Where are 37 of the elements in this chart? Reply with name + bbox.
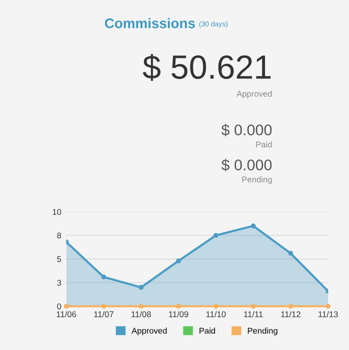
y-tick-label: 5 [57, 256, 62, 262]
text: $ 0.000 [221, 124, 272, 136]
point [176, 304, 181, 309]
point [138, 284, 144, 290]
y-tick-label: 8 [57, 232, 62, 238]
legend-label: Paid [200, 328, 216, 334]
point [101, 304, 106, 309]
x-tick-label: 11/07 [94, 311, 114, 318]
y-tick-label: 0 [57, 303, 62, 310]
point [250, 223, 256, 228]
y-tick-label: 10 [52, 208, 62, 215]
point [288, 304, 294, 309]
x-tick-label: 11/09 [169, 311, 188, 318]
x-tick-label: 11/12 [281, 311, 300, 318]
x-tick-label: 11/10 [206, 311, 226, 318]
legend-label: Approved [132, 328, 167, 336]
point [213, 304, 218, 309]
point [250, 304, 256, 309]
point [176, 258, 181, 264]
text: Pending [242, 176, 272, 184]
point [101, 274, 106, 280]
x-tick-label: 11/13 [318, 311, 338, 318]
y-tick-label: 3 [57, 280, 62, 286]
text: Paid [256, 141, 272, 148]
x-tick-label: 11/08 [132, 311, 151, 318]
point [326, 304, 330, 309]
point [138, 304, 144, 309]
text: $ 0.000 [221, 158, 272, 172]
legend-label: Pending [248, 328, 278, 336]
x-tick-label: 11/11 [244, 311, 263, 318]
point [213, 232, 218, 238]
x-tick-label: 11/06 [56, 311, 76, 318]
text: Approved [236, 90, 272, 98]
point [64, 304, 69, 309]
chart-title: Commissions [104, 18, 195, 28]
point [288, 250, 294, 256]
text: $ 50.621 [142, 54, 271, 81]
